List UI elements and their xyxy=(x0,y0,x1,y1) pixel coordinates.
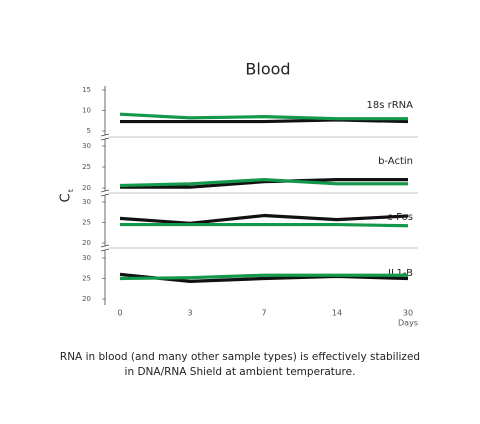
caption-line: in DNA/RNA Shield at ambient temperature… xyxy=(125,366,356,378)
y-tick-label: 30 xyxy=(82,254,91,262)
axis-break xyxy=(101,135,109,139)
axis-break-mark xyxy=(100,133,110,137)
axis-break xyxy=(101,246,109,250)
y-label-main: C xyxy=(59,193,74,202)
y-tick-label: 25 xyxy=(82,163,91,171)
x-tick-label: 30 xyxy=(403,309,413,318)
series-line xyxy=(120,118,409,124)
x-tick-label: 7 xyxy=(261,309,266,318)
x-axis-label: Days xyxy=(398,319,418,328)
y-label-sub: t xyxy=(67,189,75,192)
axis-break-mark xyxy=(100,248,110,252)
panel-label: 18s rRNA xyxy=(367,100,414,111)
axis-break-mark xyxy=(100,193,110,197)
x-tick-label: 3 xyxy=(187,309,192,318)
y-tick-label: 25 xyxy=(82,275,91,283)
series-line xyxy=(119,273,408,281)
panel-label: b-Actin xyxy=(378,156,413,167)
axis-break xyxy=(101,191,109,195)
series-line xyxy=(120,178,408,189)
x-tick-label: 0 xyxy=(117,309,122,318)
y-tick-label: 20 xyxy=(82,184,91,192)
series-line xyxy=(119,112,408,121)
y-axis-label: C t xyxy=(59,189,76,203)
y-tick-label: 10 xyxy=(82,107,91,115)
panel-label: IL1-B xyxy=(388,268,413,279)
y-tick-label: 25 xyxy=(82,219,91,227)
y-tick-label: 20 xyxy=(82,239,91,247)
y-tick-label: 5 xyxy=(87,127,91,135)
chart-title: Blood xyxy=(245,60,290,79)
axis-break-mark xyxy=(100,244,110,248)
y-tick-label: 15 xyxy=(82,86,91,94)
y-tick-label: 20 xyxy=(82,295,91,303)
caption-line: RNA in blood (and many other sample type… xyxy=(60,351,420,363)
y-tick-label: 30 xyxy=(82,198,91,206)
series-line xyxy=(119,178,408,188)
x-tick-label: 14 xyxy=(332,309,342,318)
series-line xyxy=(119,213,409,225)
axis-break-mark xyxy=(100,137,110,141)
axis-break-mark xyxy=(100,189,110,193)
series-line xyxy=(120,222,409,228)
y-tick-label: 30 xyxy=(82,142,91,150)
